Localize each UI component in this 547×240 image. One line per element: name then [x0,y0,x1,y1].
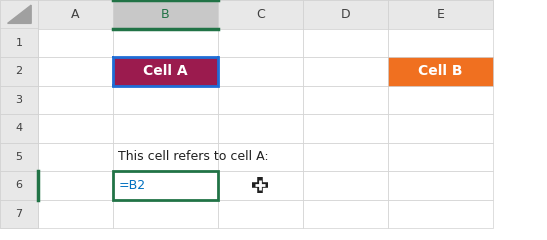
FancyBboxPatch shape [388,85,493,114]
FancyBboxPatch shape [218,57,303,85]
FancyBboxPatch shape [388,57,493,85]
FancyBboxPatch shape [218,114,303,143]
FancyBboxPatch shape [218,85,303,114]
FancyBboxPatch shape [38,114,113,143]
FancyBboxPatch shape [113,114,218,143]
FancyBboxPatch shape [0,199,38,228]
FancyBboxPatch shape [0,199,38,228]
FancyBboxPatch shape [388,57,493,85]
FancyBboxPatch shape [38,171,113,199]
FancyBboxPatch shape [113,171,218,199]
FancyBboxPatch shape [303,57,388,85]
FancyBboxPatch shape [218,29,303,57]
Text: 1: 1 [15,38,22,48]
Text: 3: 3 [15,95,22,105]
FancyBboxPatch shape [388,0,493,29]
FancyBboxPatch shape [303,0,388,29]
FancyBboxPatch shape [38,57,113,85]
FancyBboxPatch shape [113,143,218,171]
FancyBboxPatch shape [218,171,303,199]
Text: This cell refers to cell A:: This cell refers to cell A: [118,150,269,163]
Text: B: B [161,8,170,21]
Text: 6: 6 [15,180,22,190]
Text: D: D [341,8,350,21]
FancyBboxPatch shape [303,0,388,29]
FancyBboxPatch shape [217,56,219,58]
FancyBboxPatch shape [303,199,388,228]
FancyBboxPatch shape [0,171,38,199]
FancyBboxPatch shape [38,0,113,29]
FancyBboxPatch shape [112,84,114,87]
FancyBboxPatch shape [113,171,218,199]
Text: A: A [71,8,80,21]
Polygon shape [8,5,31,23]
FancyBboxPatch shape [113,0,218,29]
FancyBboxPatch shape [0,114,38,143]
FancyBboxPatch shape [0,57,38,85]
FancyBboxPatch shape [38,29,113,57]
FancyBboxPatch shape [38,199,113,228]
Text: =B2: =B2 [119,179,146,192]
Text: C: C [256,8,265,21]
Text: 4: 4 [15,123,22,133]
Text: 7: 7 [15,209,22,219]
FancyBboxPatch shape [0,171,38,199]
FancyBboxPatch shape [0,143,38,171]
FancyBboxPatch shape [113,0,218,29]
FancyBboxPatch shape [0,0,38,29]
FancyBboxPatch shape [0,29,38,57]
FancyBboxPatch shape [113,29,218,57]
FancyBboxPatch shape [388,143,493,171]
FancyBboxPatch shape [303,85,388,114]
FancyBboxPatch shape [112,56,114,58]
FancyBboxPatch shape [303,29,388,57]
FancyBboxPatch shape [38,85,113,114]
FancyBboxPatch shape [38,143,113,171]
FancyBboxPatch shape [303,171,388,199]
FancyBboxPatch shape [0,114,38,143]
FancyBboxPatch shape [0,0,38,29]
FancyBboxPatch shape [38,0,113,29]
Text: Cell B: Cell B [418,64,463,78]
FancyBboxPatch shape [388,114,493,143]
FancyBboxPatch shape [113,57,218,85]
FancyBboxPatch shape [217,84,219,87]
FancyBboxPatch shape [0,85,38,114]
FancyBboxPatch shape [303,114,388,143]
FancyBboxPatch shape [388,171,493,199]
Text: Cell A: Cell A [143,64,188,78]
FancyBboxPatch shape [388,29,493,57]
FancyBboxPatch shape [0,57,38,85]
FancyBboxPatch shape [0,143,38,171]
FancyBboxPatch shape [113,57,218,85]
FancyBboxPatch shape [388,199,493,228]
FancyBboxPatch shape [113,199,218,228]
FancyBboxPatch shape [218,0,303,29]
FancyBboxPatch shape [0,85,38,114]
FancyBboxPatch shape [218,0,303,29]
Text: 5: 5 [15,152,22,162]
FancyBboxPatch shape [0,29,38,57]
FancyBboxPatch shape [218,199,303,228]
FancyBboxPatch shape [113,85,218,114]
FancyBboxPatch shape [303,143,388,171]
Text: E: E [437,8,444,21]
Text: 2: 2 [15,66,22,76]
FancyBboxPatch shape [218,143,303,171]
FancyBboxPatch shape [388,0,493,29]
